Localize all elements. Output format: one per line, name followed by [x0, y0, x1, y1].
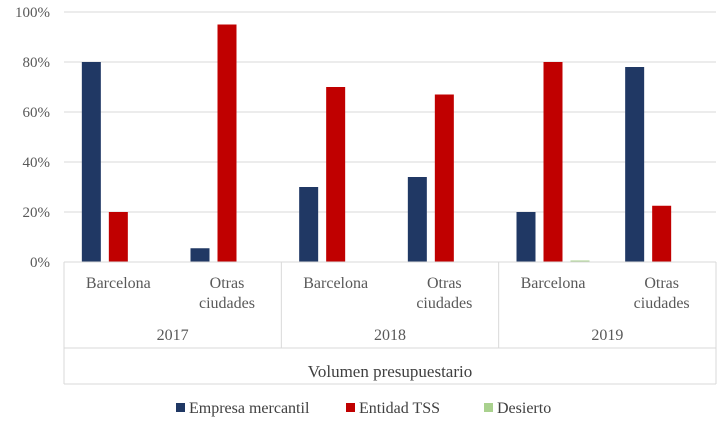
x-tick-label: Otras ciudades — [634, 275, 690, 312]
x-axis-title: Volumen presupuestario — [308, 362, 472, 381]
legend-label: Desierto — [497, 400, 551, 417]
legend-swatch — [484, 403, 493, 412]
legend-swatch — [346, 403, 355, 412]
bars — [81, 24, 672, 262]
legend-label: Empresa mercantil — [189, 400, 310, 417]
y-axis: 0% 20% 40% 60% 80% 100% — [15, 5, 50, 271]
bar-entidad-tss — [108, 212, 128, 262]
bar-empresa-mercantil — [299, 187, 319, 262]
x-tick-label: Barcelona — [303, 275, 368, 292]
bar-desierto — [570, 260, 590, 262]
x-tick-label: Otras ciudades — [416, 275, 472, 312]
legend-swatch — [176, 403, 185, 412]
bar-entidad-tss — [434, 94, 454, 262]
group-label: 2017 — [157, 327, 189, 344]
y-tick-label: 100% — [15, 5, 50, 21]
gridlines — [64, 11, 716, 263]
legend-label: Entidad TSS — [359, 400, 440, 417]
y-tick-label: 0% — [30, 255, 50, 271]
y-tick-label: 80% — [23, 55, 51, 71]
legend: Empresa mercantil Entidad TSS Desierto — [176, 400, 551, 417]
bar-empresa-mercantil — [516, 212, 536, 262]
bar-entidad-tss — [652, 205, 672, 262]
bar-empresa-mercantil — [407, 177, 427, 262]
bar-empresa-mercantil — [81, 62, 101, 262]
y-tick-label: 60% — [23, 105, 51, 121]
bar-empresa-mercantil — [190, 248, 210, 262]
x-tick-label: Otras ciudades — [199, 275, 255, 312]
group-label: 2018 — [374, 327, 406, 344]
x-tick-label: Barcelona — [521, 275, 586, 292]
bar-empresa-mercantil — [625, 67, 645, 262]
x-axis: Barcelona Otras ciudades Barcelona Otras ciud… — [63, 261, 717, 385]
y-tick-label: 20% — [23, 205, 51, 221]
bar-entidad-tss — [326, 87, 346, 262]
group-label: 2019 — [591, 327, 623, 344]
bar-entidad-tss — [543, 62, 563, 262]
x-tick-label: Barcelona — [86, 275, 151, 292]
bar-entidad-tss — [217, 24, 237, 262]
y-tick-label: 40% — [23, 155, 51, 171]
